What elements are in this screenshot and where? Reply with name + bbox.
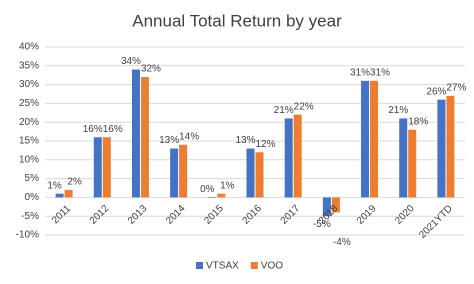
data-label: -4%	[333, 237, 351, 248]
bar	[246, 148, 255, 198]
data-label: 13%	[235, 135, 255, 146]
y-tick-label: 35%	[19, 60, 39, 71]
y-tick-label: -5%	[21, 211, 39, 222]
legend-swatch	[196, 262, 203, 269]
y-tick-label: 0%	[25, 192, 40, 203]
legend-label: VTSAX	[206, 261, 239, 272]
data-label: 32%	[141, 64, 161, 75]
y-tick-label: 5%	[25, 173, 40, 184]
bar	[370, 80, 379, 198]
data-label: 1%	[47, 180, 62, 191]
bar	[331, 197, 340, 213]
bar	[93, 137, 102, 198]
y-tick-label: 20%	[19, 117, 39, 128]
bar	[55, 193, 64, 198]
data-label: 2%	[67, 177, 82, 188]
data-label: 1%	[220, 180, 235, 191]
data-label: 16%	[83, 124, 103, 135]
bar	[284, 118, 293, 198]
y-tick-label: 15%	[19, 136, 39, 147]
bar	[102, 137, 111, 198]
data-label: 0%	[200, 184, 215, 195]
data-label: 27%	[446, 83, 466, 94]
y-tick-label: 10%	[19, 154, 39, 165]
data-label: 14%	[179, 131, 199, 142]
data-label: -5%	[313, 219, 331, 230]
y-tick-label: 40%	[19, 42, 39, 53]
data-label: 13%	[159, 135, 179, 146]
bar	[255, 152, 264, 198]
bar	[399, 118, 408, 198]
bar	[361, 80, 370, 198]
bar	[208, 197, 217, 198]
bar	[437, 99, 446, 198]
bar	[322, 197, 331, 217]
data-label: 21%	[274, 105, 294, 116]
data-label: 26%	[426, 86, 446, 97]
bar	[217, 193, 226, 198]
y-tick-label: -10%	[16, 230, 39, 241]
chart-title: Annual Total Return by year	[132, 11, 342, 30]
bar	[170, 148, 179, 198]
data-label: 12%	[255, 139, 275, 150]
data-label: 34%	[121, 56, 141, 67]
bar	[293, 114, 302, 198]
y-tick-label: 30%	[19, 79, 39, 90]
data-label: 31%	[350, 67, 370, 78]
legend-label: VOO	[261, 261, 283, 272]
data-label: 21%	[388, 105, 408, 116]
bar	[408, 129, 417, 198]
data-label: 31%	[370, 67, 390, 78]
bar	[179, 144, 188, 198]
bar	[64, 189, 73, 198]
bar	[446, 95, 455, 198]
data-label: 18%	[408, 116, 428, 127]
y-tick-label: 25%	[19, 98, 39, 109]
bar	[131, 69, 140, 198]
bar	[140, 77, 149, 198]
data-label: 16%	[103, 124, 123, 135]
data-label: 22%	[294, 101, 314, 112]
legend-swatch	[250, 262, 258, 269]
